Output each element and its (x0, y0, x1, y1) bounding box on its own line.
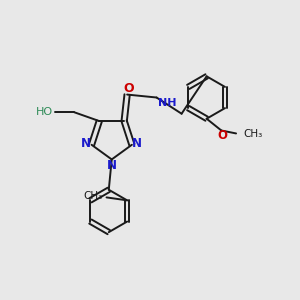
Text: N: N (132, 137, 142, 150)
Text: N: N (107, 159, 117, 172)
Text: CH₃: CH₃ (84, 191, 103, 201)
Text: NH: NH (158, 98, 176, 108)
Text: O: O (123, 82, 134, 95)
Text: HO: HO (36, 107, 53, 117)
Text: O: O (217, 129, 227, 142)
Text: N: N (81, 137, 91, 150)
Text: CH₃: CH₃ (243, 129, 263, 139)
